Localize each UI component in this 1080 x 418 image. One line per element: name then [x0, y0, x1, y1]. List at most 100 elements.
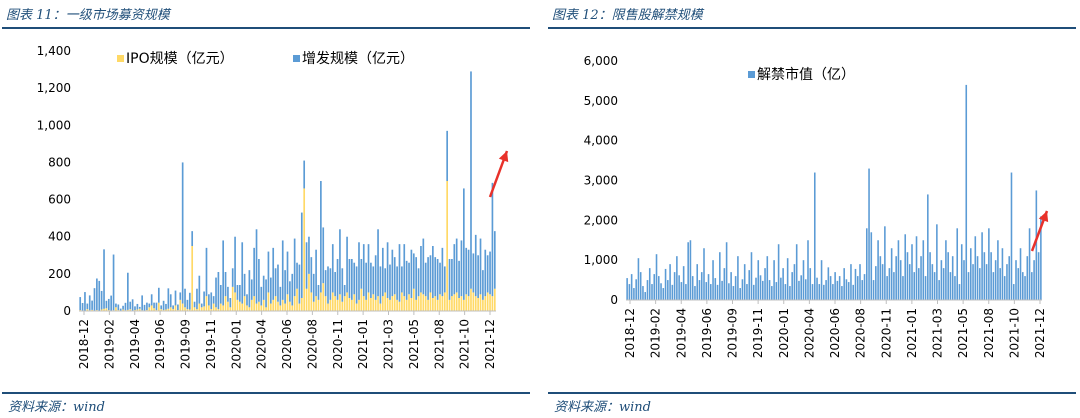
- ipo-bar: [403, 296, 406, 311]
- ipo-bar: [408, 294, 410, 311]
- x-tick-label: 2019-11: [751, 308, 765, 358]
- ipo-bar: [341, 301, 344, 311]
- unlock-bar: [719, 252, 721, 300]
- unlock-bar: [1035, 190, 1038, 300]
- follow-on-bar: [365, 262, 367, 300]
- follow-on-bar: [486, 255, 489, 293]
- unlock-bar: [669, 264, 671, 300]
- follow-on-bar: [200, 303, 203, 308]
- ipo-bar: [258, 301, 260, 311]
- x-tick-label: 2021-08: [982, 308, 996, 358]
- unlock-bar: [637, 258, 640, 300]
- title-rule: [548, 27, 1076, 29]
- follow-on-bar: [153, 302, 155, 309]
- ipo-bar: [396, 299, 398, 311]
- follow-on-bar: [455, 238, 458, 293]
- unlock-bar: [757, 260, 760, 300]
- ipo-bar: [260, 305, 263, 311]
- ipo-bar: [224, 296, 227, 311]
- x-tick-label: 2021-10: [1007, 308, 1021, 358]
- ipo-bar: [415, 299, 418, 311]
- unlock-bar: [859, 264, 861, 300]
- unlock-bar: [784, 284, 787, 300]
- y-tick-label: 600: [48, 193, 71, 207]
- unlock-bar: [965, 84, 968, 301]
- ipo-bar: [186, 309, 189, 311]
- follow-on-bar: [143, 304, 146, 311]
- ipo-bar: [165, 309, 167, 311]
- unlock-bar: [775, 282, 778, 300]
- x-tick-label: 2019-09: [726, 308, 740, 358]
- ipo-bar: [410, 298, 413, 311]
- ipo-bar: [393, 294, 396, 311]
- follow-on-bar: [155, 302, 158, 311]
- ipo-bar: [208, 305, 210, 311]
- ipo-bar: [432, 298, 434, 311]
- ipo-bar: [239, 301, 241, 311]
- ipo-bar: [153, 308, 155, 311]
- unlock-bar: [895, 256, 897, 300]
- ipo-bar: [203, 306, 205, 311]
- follow-on-bar: [320, 181, 322, 293]
- y-tick-label: 0: [63, 304, 71, 318]
- ipo-bar: [458, 298, 460, 311]
- follow-on-bar: [324, 270, 327, 297]
- x-tick-label: 2018-12: [77, 319, 91, 369]
- ipo-bar: [429, 292, 432, 311]
- legend-swatch: [117, 55, 124, 62]
- unlock-bar: [956, 228, 959, 300]
- follow-on-bar: [188, 292, 191, 310]
- follow-on-bar: [141, 295, 143, 311]
- follow-on-bar: [248, 270, 251, 308]
- x-tick-label: 2019-06: [700, 308, 714, 358]
- ipo-bar: [493, 288, 496, 311]
- ipo-bar: [217, 309, 220, 311]
- x-tick-label: 2019-09: [179, 319, 193, 369]
- ipo-bar: [477, 298, 479, 311]
- follow-on-bar: [184, 288, 186, 308]
- unlock-bar: [967, 272, 970, 300]
- ipo-bar: [436, 299, 439, 311]
- ipo-bar: [482, 299, 484, 311]
- ipo-bar: [86, 309, 89, 311]
- unlock-bar: [942, 268, 945, 300]
- unlock-bar: [682, 266, 685, 300]
- follow-on-bar: [379, 266, 382, 304]
- unlock-bar: [850, 264, 852, 300]
- unlock-bar: [933, 272, 936, 300]
- ipo-bar: [467, 296, 470, 311]
- x-tick-label: 2021-12: [1033, 308, 1047, 358]
- follow-on-bar: [417, 268, 420, 297]
- follow-on-bar: [169, 294, 172, 308]
- follow-on-bar: [172, 305, 174, 310]
- unlock-bar: [906, 252, 909, 300]
- follow-on-bar: [467, 249, 470, 297]
- unlock-bar: [687, 242, 689, 300]
- unlock-bar: [739, 288, 741, 300]
- follow-on-bar: [341, 268, 344, 302]
- unlock-bar: [732, 286, 735, 300]
- x-tick-label: 2020-11: [331, 319, 345, 369]
- ipo-bar: [308, 273, 310, 311]
- title-rule: [2, 27, 530, 29]
- follow-on-bar: [312, 273, 315, 302]
- follow-on-bar: [389, 264, 391, 300]
- unlock-bar: [1015, 260, 1017, 300]
- follow-on-bar: [117, 304, 120, 311]
- follow-on-bar: [198, 275, 201, 304]
- unlock-bar: [983, 252, 986, 300]
- unlock-bar: [653, 274, 656, 300]
- follow-on-bar: [267, 251, 270, 293]
- unlock-bar: [730, 272, 732, 300]
- unlock-chart: 0 1,000 2,000 3,000 4,000 5,000 6,000 2018-12 20…: [584, 54, 1049, 358]
- unlock-bar: [734, 276, 737, 300]
- follow-on-bar: [458, 260, 460, 298]
- unlock-bar: [852, 284, 855, 300]
- y-tick-label: 3,000: [584, 174, 618, 188]
- ipo-bar: [184, 307, 186, 311]
- ipo-bar: [303, 188, 306, 311]
- y-tick-label: 200: [48, 267, 71, 281]
- ipo-bar: [320, 292, 322, 311]
- follow-on-bar: [446, 130, 448, 181]
- unlock-bar: [877, 240, 879, 300]
